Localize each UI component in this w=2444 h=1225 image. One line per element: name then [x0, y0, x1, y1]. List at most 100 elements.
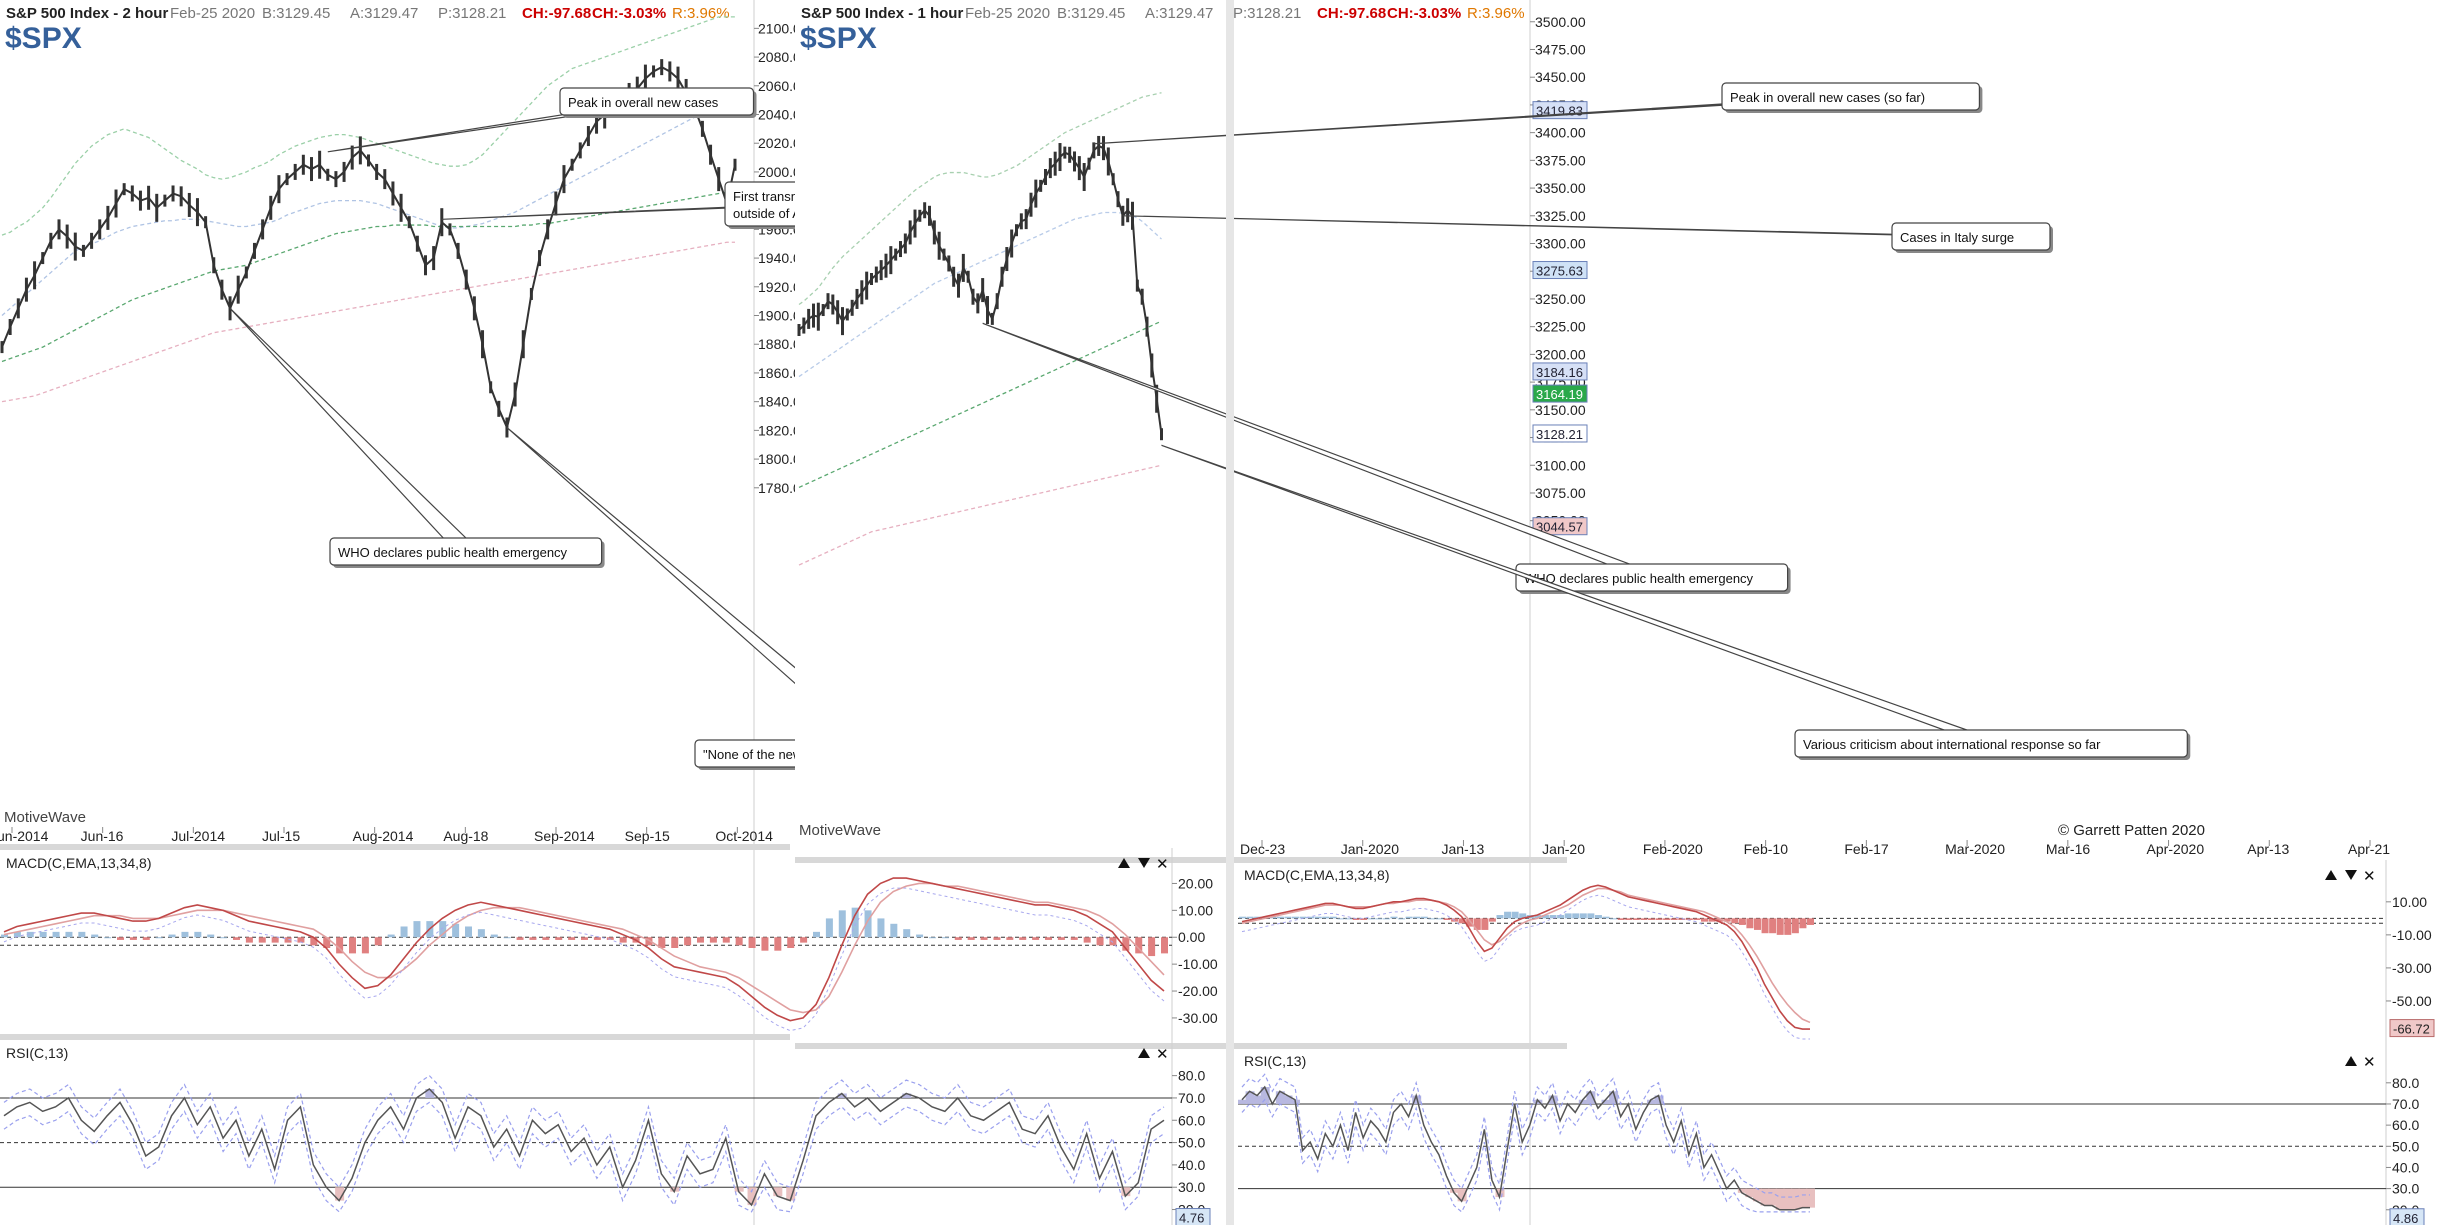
macd-histogram-bar	[1109, 937, 1117, 946]
macd-line	[1241, 884, 1810, 1030]
macd-histogram-bar	[155, 937, 163, 939]
close-pane-icon[interactable]: ✕	[1156, 1046, 1169, 1063]
price-series-line	[798, 144, 1163, 435]
macd-histogram-bar	[1791, 918, 1799, 934]
rsi-y-tick-label: 70.0	[1178, 1090, 1205, 1106]
annotation-callout: Peak in overall new cases	[327, 87, 757, 153]
panel-background	[0, 0, 790, 1225]
bid-value: B:3129.45	[1057, 5, 1125, 22]
annotation-callout: Cases in Italy surge	[1122, 215, 2053, 253]
macd-histogram-bar	[336, 937, 344, 954]
macd-histogram-bar	[1299, 916, 1307, 919]
close-pane-icon[interactable]: ✕	[2363, 868, 2376, 885]
rsi-y-tick-label: 30.0	[2392, 1181, 2419, 1197]
macd-histogram-bar	[387, 934, 395, 938]
brand-label: MotiveWave	[799, 822, 881, 839]
window-splitter[interactable]	[1226, 0, 1234, 1225]
macd-histogram-bar	[1367, 918, 1375, 920]
macd-y-tick-label: 10.00	[1178, 902, 1213, 918]
move-up-icon[interactable]	[1138, 1048, 1150, 1058]
pane-separator[interactable]	[0, 1034, 790, 1040]
close-pane-icon[interactable]: ✕	[1156, 856, 1169, 873]
move-up-icon[interactable]	[2345, 1056, 2357, 1066]
macd-histogram-bar	[735, 937, 743, 946]
macd-histogram-bar	[658, 937, 666, 948]
macd-histogram-bar	[1716, 918, 1724, 922]
move-down-icon[interactable]	[1138, 858, 1150, 868]
x-tick-label: Mar-16	[2046, 841, 2091, 857]
macd-histogram-bar	[1799, 918, 1807, 929]
rsi-oversold-fill	[1775, 1188, 1785, 1210]
macd-histogram-bar	[1678, 918, 1686, 920]
move-up-icon[interactable]	[1118, 858, 1130, 868]
macd-histogram-bar	[39, 931, 47, 938]
macd-band-line	[1241, 894, 1810, 1040]
macd-histogram-bar	[490, 934, 498, 938]
move-down-icon[interactable]	[2345, 870, 2357, 880]
macd-histogram-bar	[1663, 918, 1671, 920]
move-up-icon[interactable]	[2325, 870, 2337, 880]
change-percent: CH:-3.03%	[592, 5, 666, 22]
macd-label: MACD(C,EMA,13,34,8)	[6, 855, 151, 871]
macd-histogram-bar	[1375, 918, 1383, 920]
x-tick-label: Sep-2014	[534, 828, 595, 844]
rsi-overbought-fill	[1283, 1095, 1293, 1104]
price-label: 3128.21	[1536, 427, 1583, 442]
macd-histogram-bar	[1534, 915, 1542, 919]
pane-separator[interactable]	[795, 857, 1567, 863]
x-tick-label: Apr-13	[2247, 841, 2289, 857]
macd-histogram-bar	[258, 937, 266, 943]
macd-y-tick-label: -30.00	[1178, 1010, 1218, 1026]
ask-value: A:3129.47	[1145, 5, 1213, 22]
macd-histogram-bar	[761, 937, 769, 951]
macd-histogram-bar	[1579, 913, 1587, 919]
rsi-oversold-fill	[1806, 1188, 1815, 1208]
macd-histogram-bar	[1276, 916, 1284, 919]
bid-value: B:3129.45	[262, 5, 330, 22]
change-value: CH:-97.68	[522, 5, 591, 22]
pane-separator[interactable]	[0, 844, 790, 850]
macd-histogram-bar	[903, 929, 911, 938]
macd-histogram-bar	[1307, 916, 1315, 919]
macd-histogram-bar	[52, 931, 60, 938]
x-tick-label: Oct-2014	[715, 828, 773, 844]
rsi-y-tick-label: 40.0	[2392, 1159, 2419, 1175]
y-tick-label: 3225.00	[1535, 319, 1586, 335]
macd-histogram-bar	[1458, 918, 1466, 924]
macd-histogram-bar	[1337, 918, 1345, 920]
macd-histogram-bar	[941, 937, 949, 939]
macd-histogram-bar	[1006, 937, 1014, 940]
macd-histogram-bar	[1519, 913, 1527, 919]
macd-histogram-bar	[1541, 915, 1549, 919]
macd-histogram-bar	[813, 931, 820, 938]
macd-histogram-bar	[864, 910, 872, 938]
y-tick-label: 3450.00	[1535, 69, 1586, 85]
macd-histogram-bar	[1398, 918, 1406, 920]
panel-background	[795, 0, 1567, 1225]
macd-histogram-bar	[65, 931, 73, 938]
macd-histogram-bar	[245, 937, 253, 943]
macd-histogram-bar	[774, 937, 782, 951]
macd-histogram-bar	[1473, 918, 1481, 930]
brand-label: MotiveWave	[4, 809, 86, 826]
moving-average-line-1	[1, 112, 735, 316]
x-tick-label: Jun-2014	[0, 828, 49, 844]
macd-histogram-bar	[1032, 937, 1040, 940]
macd-histogram-bar	[684, 937, 692, 946]
moving-average-line-3	[1, 241, 735, 403]
rsi-y-tick-label: 50.0	[2392, 1138, 2419, 1154]
macd-histogram-bar	[1807, 918, 1814, 925]
macd-histogram-bar	[91, 934, 99, 938]
rsi-overbought-fill	[1578, 1099, 1588, 1104]
rsi-value-label: 4.76	[1179, 1211, 1204, 1225]
price-value: P:3128.21	[438, 5, 506, 22]
chart-title: S&P 500 Index - 2 hour	[6, 5, 168, 22]
macd-histogram-bar	[323, 937, 331, 948]
ask-value: A:3129.47	[350, 5, 418, 22]
close-pane-icon[interactable]: ✕	[2363, 1054, 2376, 1071]
quote-date: Feb-25 2020	[170, 5, 255, 22]
pane-separator[interactable]	[795, 1043, 1567, 1049]
rsi-value-box	[2389, 1208, 2425, 1225]
rsi-overbought-fill	[1238, 1099, 1247, 1104]
macd-histogram-bar	[78, 931, 86, 938]
